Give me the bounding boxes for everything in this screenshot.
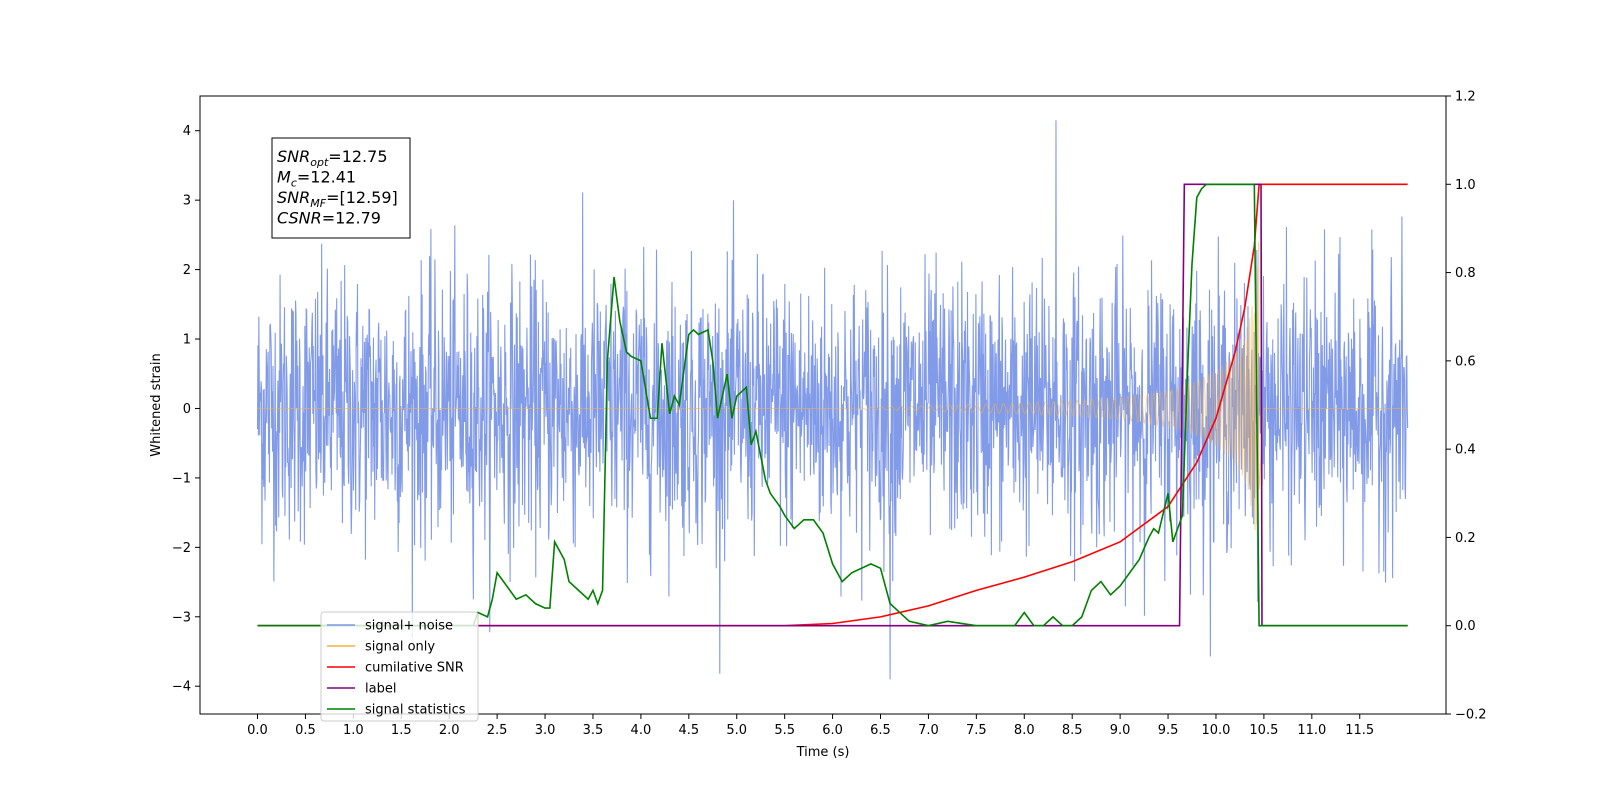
annotation-line: CSNR=12.79 (277, 209, 381, 228)
x-tick-label: 7.5 (966, 723, 987, 738)
y2-tick-label: −0.2 (1455, 708, 1487, 723)
series-signal-only-line (257, 241, 1408, 561)
legend-label: signal statistics (365, 703, 466, 718)
x-tick-label: 2.0 (439, 723, 460, 738)
legend-label: signal only (365, 640, 435, 655)
legend-frame (320, 611, 479, 722)
legend-label: signal+ noise (365, 619, 453, 634)
x-tick-label: 1.0 (343, 723, 364, 738)
y2-tick-label: 1.2 (1455, 90, 1476, 105)
y2-tick-label: 0.6 (1455, 354, 1476, 369)
x-tick-label: 6.0 (822, 723, 843, 738)
y-tick-label: 2 (183, 263, 191, 278)
annotation-frame (271, 137, 411, 239)
y2-tick-label: 0.0 (1455, 619, 1476, 634)
series-layer (256, 120, 1409, 680)
x-tick-label: 4.0 (631, 723, 652, 738)
x-tick-label: 8.0 (1014, 723, 1035, 738)
y2-tick-label: 0.2 (1455, 531, 1476, 546)
y-tick-label: −2 (172, 541, 191, 556)
x-tick-label: 5.0 (726, 723, 747, 738)
series-signal-statistics-line (257, 183, 1408, 627)
y-tick-label: 3 (183, 194, 191, 209)
plot-frame (199, 95, 1447, 715)
x-tick-label: 9.5 (1158, 723, 1179, 738)
x-tick-label: 8.5 (1062, 723, 1083, 738)
x-tick-label: 11.0 (1297, 723, 1326, 738)
y-axis-label: Whitened strain (149, 353, 164, 456)
x-tick-label: 6.5 (870, 723, 891, 738)
y-tick-label: 1 (183, 333, 191, 348)
x-tick-label: 9.0 (1110, 723, 1131, 738)
x-tick-label: 4.5 (678, 723, 699, 738)
x-tick-label: 0.5 (295, 723, 316, 738)
series-signal-noise-line (256, 120, 1409, 680)
x-tick-label: 10.5 (1249, 723, 1278, 738)
y-axis-right: −0.2 0.0 0.2 0.4 0.6 0.8 1.0 1.2 (1446, 90, 1487, 723)
x-tick-label: 10.0 (1201, 723, 1230, 738)
y-tick-label: 4 (183, 124, 191, 139)
annotation-line: Mc=12.41 (277, 168, 356, 190)
annotation-box: SNRopt=12.75Mc=12.41SNRMF=[12.59]CSNR=12… (271, 137, 411, 239)
legend: signal+ noise signal only cumilative SNR la… (320, 611, 479, 722)
x-tick-label: 2.5 (487, 723, 508, 738)
x-tick-label: 7.0 (918, 723, 939, 738)
y-tick-label: 0 (183, 402, 191, 417)
legend-label: cumilative SNR (365, 661, 464, 676)
x-axis-label: Time (s) (796, 745, 850, 760)
y2-tick-label: 0.8 (1455, 266, 1476, 281)
y-tick-label: −1 (172, 471, 191, 486)
y-axis-left: −4 −3 −2 −1 0 1 2 3 4 (172, 124, 200, 695)
y2-tick-label: 0.4 (1455, 443, 1476, 458)
x-tick-label: 3.5 (583, 723, 604, 738)
legend-label: label (365, 682, 396, 697)
x-tick-label: 0.0 (247, 723, 268, 738)
annotation-line: SNRopt=12.75 (277, 147, 388, 169)
x-tick-label: 5.5 (774, 723, 795, 738)
x-axis: 0.0 0.5 1.0 1.5 2.0 2.5 3.0 3.5 4.0 4.5 5.0 5.5 6.0 6… (247, 714, 1374, 738)
x-tick-label: 11.5 (1345, 723, 1374, 738)
annotation-line: SNRMF=[12.59] (277, 188, 398, 210)
y2-tick-label: 1.0 (1455, 178, 1476, 193)
y-tick-label: −4 (172, 680, 191, 695)
x-tick-label: 3.0 (535, 723, 556, 738)
x-tick-label: 1.5 (391, 723, 412, 738)
y-tick-label: −3 (172, 610, 191, 625)
